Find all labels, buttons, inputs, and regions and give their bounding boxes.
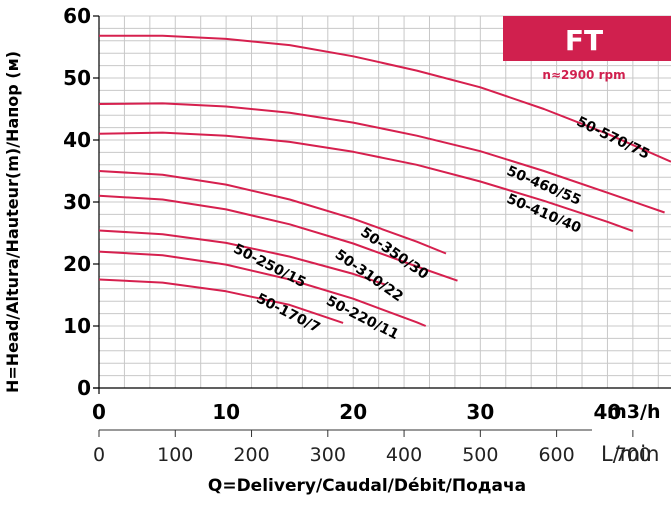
pump-curve-50-460-55: [98, 102, 665, 214]
curve-label: 50-570/75: [574, 114, 652, 163]
y-tick-label: 10: [63, 314, 91, 338]
pump-curve-50-250-15: [98, 229, 386, 286]
model-badge-label: FT: [565, 24, 603, 57]
x-axis-title: Q=Delivery/Caudal/Débit/Подача: [208, 476, 526, 496]
x2-tick-label: 200: [233, 444, 269, 466]
curve-labels: 50-570/7550-460/5550-410/4050-350/3050-3…: [231, 114, 652, 343]
x-tick-label: 30: [466, 400, 494, 424]
x2-tick-label: 100: [157, 444, 193, 466]
x2-axis-unit: L/min: [601, 442, 659, 466]
y-tick-label: 60: [63, 4, 91, 28]
y-tick-label: 30: [63, 190, 91, 214]
x-tick-label: 20: [339, 400, 367, 424]
x2-tick-label: 700: [615, 444, 651, 466]
y-tick-label: 20: [63, 252, 91, 276]
x2-tick-label: 400: [386, 444, 422, 466]
x-tick-label: 10: [212, 400, 240, 424]
x2-tick-label: 600: [538, 444, 574, 466]
pump-curve-50-220-11: [98, 250, 427, 327]
pump-curves: [98, 34, 671, 327]
axes: [93, 16, 671, 431]
pump-curve-50-350-30: [98, 170, 447, 255]
y-tick-label: 40: [63, 128, 91, 152]
curve-label: 50-220/11: [323, 293, 401, 343]
x2-tick-label: 500: [462, 444, 498, 466]
pump-curve-50-310-22: [98, 194, 458, 282]
x2-tick-label: 300: [310, 444, 346, 466]
x2-tick-label: 0: [93, 444, 105, 466]
pump-curve-50-170-7: [98, 278, 344, 324]
grid-lines: [98, 15, 671, 389]
x-tick-label: 0: [92, 400, 106, 424]
x-axis-unit: m3/h: [607, 401, 660, 423]
pump-curve-50-410-40: [98, 131, 634, 233]
pump-curve-50-570-75: [99, 34, 671, 163]
x-tick-label: 40: [594, 400, 622, 424]
y-tick-label: 0: [77, 376, 91, 400]
model-badge: [503, 16, 671, 61]
speed-label: n≈2900 rpm: [542, 68, 625, 82]
curve-label: 50-250/15: [231, 241, 309, 291]
y-axis-title: H=Head/Altura/Hauteur(m)/Напор (м): [3, 51, 22, 393]
y-tick-label: 50: [63, 66, 91, 90]
